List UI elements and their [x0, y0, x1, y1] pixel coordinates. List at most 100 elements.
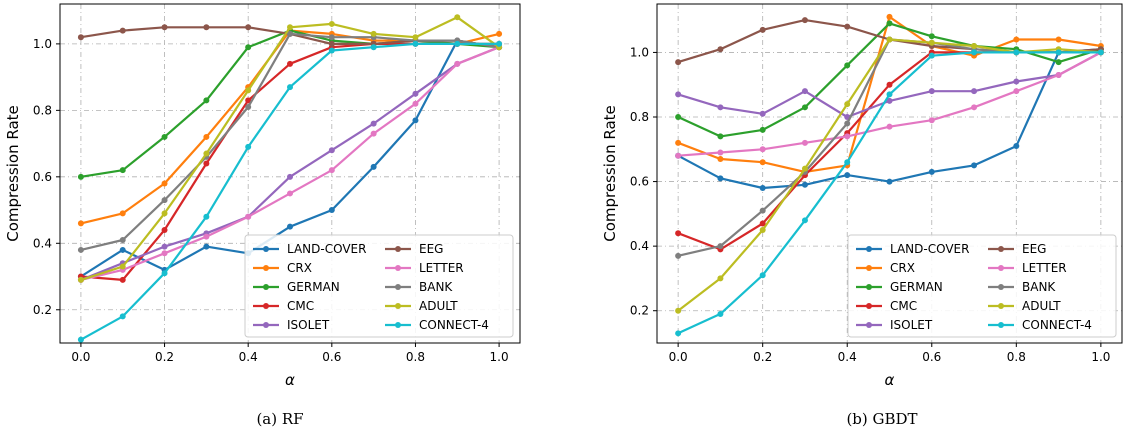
data-point-letter: [1013, 88, 1020, 95]
series-adult: [77, 14, 503, 283]
data-point-eeg: [844, 23, 851, 30]
legend-label: EEG: [1022, 242, 1046, 256]
data-point-letter: [328, 167, 335, 174]
legend-label: CRX: [287, 261, 312, 275]
legend-swatch-marker: [866, 303, 872, 309]
data-point-bank: [77, 246, 84, 253]
data-point-cmc: [287, 60, 293, 67]
data-point-connect-4: [1097, 49, 1104, 56]
data-point-land-cover: [1013, 143, 1020, 150]
data-point-german: [717, 133, 724, 140]
data-point-crx: [496, 30, 503, 37]
data-point-adult: [161, 210, 168, 217]
data-point-german: [119, 167, 126, 174]
data-point-crx: [161, 180, 168, 187]
series-bank: [675, 36, 1104, 259]
data-point-letter: [245, 213, 252, 220]
legend-swatch-marker: [263, 303, 269, 309]
x-tick-label: 0.2: [155, 350, 174, 364]
legend-item-german: GERMAN: [253, 280, 340, 294]
data-point-cmc: [161, 227, 168, 233]
data-point-letter: [759, 146, 766, 153]
chart-gbdt: 0.0 0.2 0.4 0.6 0.8 1.0 0.2 0.4 0.6 0.8 1.0 α Compre…: [601, 3, 1123, 389]
data-point-adult: [412, 34, 419, 41]
data-point-adult: [119, 263, 126, 270]
legend-item-letter: LETTER: [385, 261, 464, 275]
y-tick-label: 0.4: [33, 236, 52, 250]
data-point-german: [161, 133, 168, 140]
legend-label: ADULT: [419, 299, 458, 313]
data-point-eeg: [675, 59, 682, 66]
data-point-adult: [717, 275, 724, 282]
data-point-connect-4: [717, 310, 724, 317]
data-point-connect-4: [328, 47, 335, 54]
data-point-land-cover: [801, 181, 808, 188]
data-point-crx: [119, 210, 126, 217]
legend-item-adult: ADULT: [385, 299, 458, 313]
data-point-isolet: [801, 88, 808, 95]
data-point-german: [675, 114, 682, 120]
data-point-land-cover: [412, 117, 419, 124]
legend-swatch-marker: [866, 265, 872, 271]
legend-label: LETTER: [419, 261, 464, 275]
data-point-isolet: [928, 88, 935, 95]
data-point-cmc: [119, 276, 126, 283]
data-point-land-cover: [759, 185, 766, 192]
x-axis-label: α: [885, 371, 895, 389]
data-point-crx: [675, 139, 682, 146]
data-point-bank: [245, 104, 252, 111]
legend-item-cmc: CMC: [253, 299, 314, 313]
data-point-bank: [328, 34, 335, 41]
data-point-isolet: [675, 91, 682, 98]
data-point-adult: [928, 39, 935, 46]
data-point-land-cover: [717, 175, 724, 182]
legend-label: CONNECT-4: [1022, 318, 1092, 332]
data-point-adult: [203, 150, 210, 157]
data-point-bank: [675, 252, 682, 259]
data-point-crx: [1013, 36, 1020, 43]
legend-swatch-marker: [998, 303, 1004, 309]
legend-swatch-marker: [263, 322, 269, 328]
x-tick-label: 0.6: [322, 350, 341, 364]
legend-swatch-marker: [395, 246, 401, 252]
data-point-isolet: [717, 104, 724, 111]
data-point-eeg: [801, 17, 808, 24]
data-point-land-cover: [287, 223, 293, 230]
data-point-german: [77, 173, 84, 180]
data-point-adult: [971, 42, 978, 49]
data-point-eeg: [77, 34, 84, 41]
data-point-connect-4: [454, 40, 461, 47]
series-line-german: [80, 29, 500, 178]
legend-item-eeg: EEG: [385, 242, 443, 256]
data-point-connect-4: [844, 159, 851, 166]
legend-item-isolet: ISOLET: [253, 318, 330, 332]
legend-item-eeg: EEG: [988, 242, 1046, 256]
legend-swatch-marker: [395, 322, 401, 328]
data-point-connect-4: [1055, 49, 1062, 56]
data-point-bank: [759, 207, 766, 214]
series-connect-4: [675, 49, 1104, 337]
legend-item-crx: CRX: [253, 261, 312, 275]
plot-frame: [59, 3, 521, 344]
data-point-eeg: [203, 24, 210, 31]
data-point-adult: [77, 276, 84, 283]
data-point-cmc: [245, 97, 252, 104]
legend-item-cmc: CMC: [856, 299, 917, 313]
y-tick-label: 0.2: [630, 304, 649, 318]
data-point-letter: [928, 117, 935, 124]
data-point-letter: [801, 139, 808, 146]
legend-label: EEG: [419, 242, 443, 256]
data-point-crx: [1055, 36, 1062, 43]
data-point-letter: [287, 190, 293, 197]
data-point-eeg: [245, 24, 252, 31]
legend-item-german: GERMAN: [856, 280, 943, 294]
data-point-german: [245, 44, 252, 51]
legend-swatch-marker: [998, 322, 1004, 328]
data-point-connect-4: [971, 49, 978, 56]
data-point-crx: [77, 220, 84, 227]
legend-swatch-marker: [395, 284, 401, 290]
caption-rf: (a) RF: [256, 410, 303, 428]
data-point-german: [886, 20, 893, 27]
data-point-land-cover: [328, 207, 335, 214]
series-land-cover: [675, 46, 1104, 192]
